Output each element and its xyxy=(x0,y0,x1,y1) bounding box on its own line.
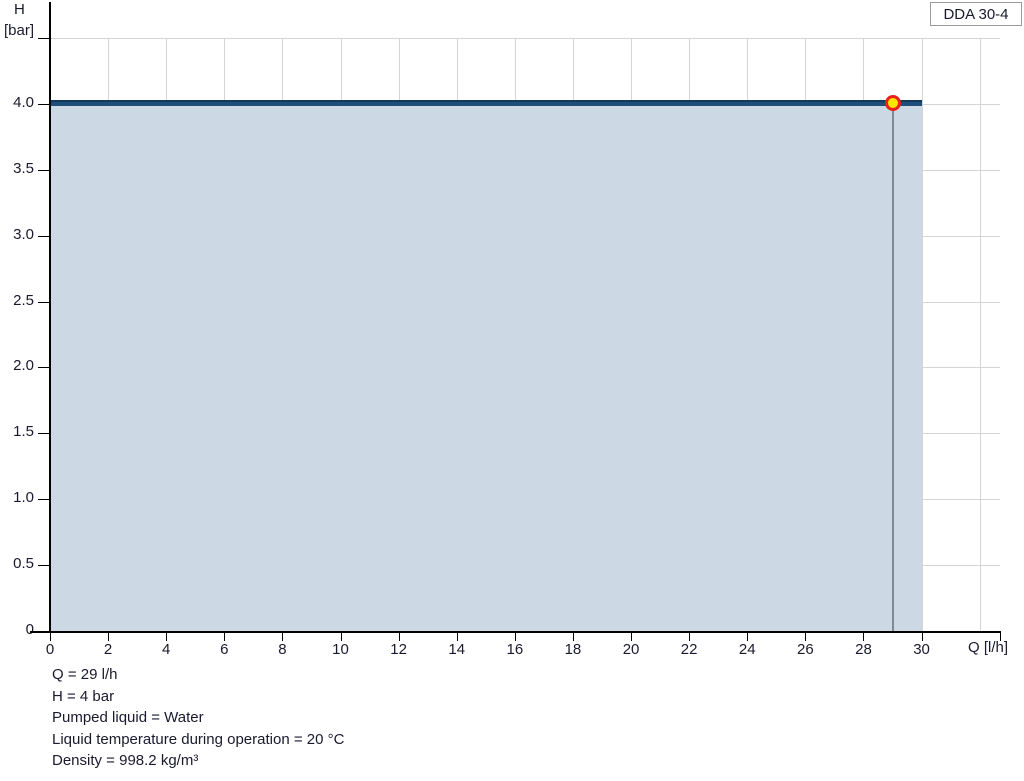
performance-curve-highlight xyxy=(50,99,922,102)
y-axis-tick xyxy=(38,38,50,39)
x-axis-line xyxy=(30,631,1001,633)
y-axis-tick xyxy=(38,433,50,435)
duty-point-vertical-line xyxy=(891,104,894,631)
x-axis-tick xyxy=(747,633,749,641)
x-axis-tick xyxy=(282,633,284,641)
x-axis-tick xyxy=(398,633,400,641)
x-axis-tick-label: 26 xyxy=(797,641,814,658)
y-axis-title-symbol: H xyxy=(14,1,25,18)
x-axis-tick-label: 2 xyxy=(103,641,113,658)
x-axis-tick-label: 30 xyxy=(913,641,930,658)
x-axis-tick xyxy=(689,633,691,641)
y-axis-tick xyxy=(38,499,50,501)
y-axis-tick-label-text: 3.5 xyxy=(13,159,34,177)
x-axis-tick-label: 16 xyxy=(506,641,524,658)
x-axis-tick xyxy=(572,633,574,641)
performance-curve xyxy=(50,100,922,106)
x-axis-tick xyxy=(863,633,865,641)
x-axis-tick-label: 10 xyxy=(332,641,349,658)
gridline-horizontal xyxy=(50,38,1000,39)
x-axis-tick-label: 22 xyxy=(680,641,698,658)
y-axis-tick-label-text: 4.0 xyxy=(13,93,34,111)
x-axis-tick-label: 4 xyxy=(162,641,171,658)
x-axis-tick-label: 8 xyxy=(278,641,287,658)
y-axis-tick-label-text: 0 xyxy=(25,621,34,638)
x-axis-tick-label: 28 xyxy=(855,641,872,658)
x-axis-title: Q [l/h] xyxy=(968,639,1009,656)
x-axis-tick-label: 18 xyxy=(564,641,582,658)
y-axis-tick xyxy=(38,367,50,369)
duty-point-info-block: Q = 29 l/h H = 4 bar Pumped liquid = Wat… xyxy=(52,664,344,772)
x-axis-tick-label: 20 xyxy=(622,641,640,658)
x-axis-tick xyxy=(108,633,110,641)
x-axis-tick xyxy=(456,633,458,641)
y-axis-tick xyxy=(38,301,50,303)
y-axis-tick xyxy=(38,565,50,567)
info-line-density: Density = 998.2 kg/m³ xyxy=(52,752,199,769)
info-line-h: H = 4 bar xyxy=(52,687,115,705)
x-axis-tick xyxy=(340,633,342,641)
x-axis-tick xyxy=(514,633,516,641)
y-axis-tick-label-text: 1.0 xyxy=(13,489,34,507)
y-axis-tick-label-text: 2.0 xyxy=(13,357,34,375)
x-axis-tick xyxy=(921,633,923,641)
info-line-q: Q = 29 l/h xyxy=(52,666,118,683)
y-axis-line xyxy=(49,2,51,633)
x-axis-tick xyxy=(50,633,51,641)
x-axis-tick-label: 6 xyxy=(220,641,229,658)
y-axis-tick-label-text: 2.5 xyxy=(13,291,34,309)
x-axis-tick xyxy=(224,633,226,641)
duty-point-marker[interactable] xyxy=(884,94,901,111)
x-axis-tick xyxy=(805,633,807,641)
x-axis-tick xyxy=(631,633,633,641)
y-axis-tick-label-text: 3.0 xyxy=(13,225,34,243)
legend-label: DDA 30-4 xyxy=(943,5,1009,23)
info-line-pumped-liquid: Pumped liquid = Water xyxy=(52,709,204,726)
legend-box: DDA 30-4 xyxy=(930,2,1022,26)
y-axis-title-unit: [bar] xyxy=(4,22,35,39)
x-axis-tick-label: 14 xyxy=(448,641,466,658)
y-axis-tick-label-text: 1.5 xyxy=(13,423,34,441)
y-axis-tick xyxy=(38,631,50,632)
x-axis-tick-label: 0 xyxy=(45,641,55,658)
y-axis-tick-label-text: 0.5 xyxy=(13,555,34,573)
gridline-vertical xyxy=(921,38,923,631)
y-axis-tick xyxy=(38,169,50,171)
gridline-vertical xyxy=(979,38,981,631)
x-axis-tick-label: 24 xyxy=(738,641,756,658)
curve-fill-area xyxy=(50,104,922,631)
x-axis-tick xyxy=(166,633,168,641)
y-axis-tick xyxy=(38,103,50,105)
x-axis-tick-label: 12 xyxy=(390,641,407,658)
info-line-liquid-temperature: Liquid temperature during operation = 20… xyxy=(52,730,345,748)
y-axis-tick xyxy=(38,235,50,237)
x-axis-end-tick xyxy=(1000,633,1001,641)
